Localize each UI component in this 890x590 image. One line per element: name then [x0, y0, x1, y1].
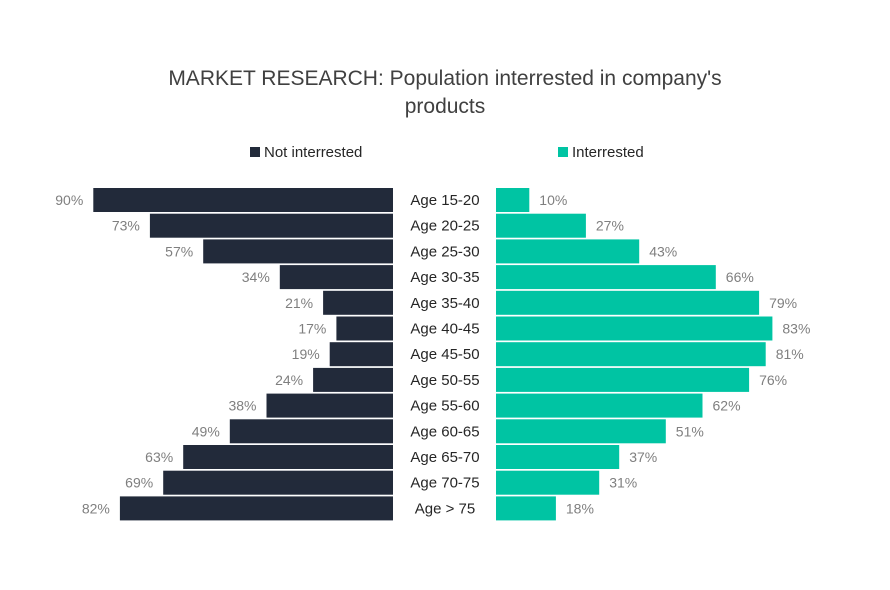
- bar-interested-7: [496, 367, 750, 392]
- value-label-not-interested-2: 57%: [165, 243, 193, 259]
- chart-title-line-1: MARKET RESEARCH: Population interrested …: [168, 67, 721, 90]
- value-label-not-interested-12: 82%: [82, 500, 110, 516]
- category-label-12: Age > 75: [415, 500, 475, 517]
- bar-not-interested-7: [313, 367, 393, 392]
- bar-interested-6: [496, 342, 766, 367]
- legend-swatch-not-interested: [250, 147, 260, 157]
- value-label-interested-2: 43%: [649, 243, 677, 259]
- value-label-interested-5: 83%: [782, 321, 810, 337]
- bar-interested-8: [496, 393, 703, 418]
- value-label-interested-0: 10%: [539, 192, 567, 208]
- legend-label-interested: Interrested: [572, 144, 644, 161]
- series-not-interested: [93, 188, 394, 521]
- value-label-interested-12: 18%: [566, 500, 594, 516]
- category-label-7: Age 50-55: [410, 372, 479, 389]
- value-label-interested-11: 31%: [609, 475, 637, 491]
- bar-not-interested-0: [93, 188, 394, 212]
- series-interested: [496, 188, 773, 521]
- category-label-8: Age 55-60: [410, 398, 479, 415]
- value-label-not-interested-11: 69%: [125, 475, 153, 491]
- value-label-not-interested-5: 17%: [298, 321, 326, 337]
- bar-not-interested-5: [336, 316, 393, 341]
- category-labels: Age 15-20 Age 20-25 Age 25-30 Age 30-35 Age …: [410, 192, 479, 517]
- bar-interested-1: [496, 213, 586, 238]
- category-label-6: Age 45-50: [410, 346, 479, 363]
- bar-interested-3: [496, 265, 716, 290]
- bar-interested-12: [496, 496, 556, 521]
- value-label-not-interested-3: 34%: [242, 269, 270, 285]
- category-label-5: Age 40-45: [410, 321, 479, 338]
- value-label-not-interested-9: 49%: [192, 423, 220, 439]
- value-label-not-interested-1: 73%: [112, 218, 140, 234]
- legend-swatch-interested: [558, 147, 568, 157]
- value-label-interested-7: 76%: [759, 372, 787, 388]
- chart-title-line-2: products: [405, 95, 486, 118]
- bar-not-interested-1: [149, 213, 393, 238]
- legend-label-not-interested: Not interrested: [264, 144, 362, 161]
- value-label-interested-10: 37%: [629, 449, 657, 465]
- bar-interested-10: [496, 445, 620, 469]
- bar-not-interested-12: [119, 496, 394, 521]
- bar-interested-5: [496, 316, 773, 341]
- legend: Not interrested Interrested: [250, 144, 644, 161]
- bar-interested-9: [496, 419, 666, 444]
- value-label-interested-3: 66%: [726, 269, 754, 285]
- bar-not-interested-3: [279, 265, 393, 290]
- bar-not-interested-8: [266, 393, 393, 418]
- value-label-not-interested-10: 63%: [145, 449, 173, 465]
- bar-interested-2: [496, 239, 640, 264]
- value-label-interested-4: 79%: [769, 295, 797, 311]
- bar-not-interested-4: [323, 290, 393, 315]
- category-label-4: Age 35-40: [410, 295, 479, 312]
- category-label-0: Age 15-20: [410, 192, 479, 209]
- value-label-not-interested-4: 21%: [285, 295, 313, 311]
- bar-not-interested-10: [183, 445, 393, 469]
- bar-interested-0: [496, 188, 530, 212]
- bar-not-interested-11: [163, 470, 393, 495]
- value-label-not-interested-7: 24%: [275, 372, 303, 388]
- category-label-1: Age 20-25: [410, 218, 479, 235]
- bar-not-interested-2: [203, 239, 393, 264]
- value-label-interested-9: 51%: [676, 423, 704, 439]
- value-label-not-interested-0: 90%: [55, 192, 83, 208]
- value-label-interested-1: 27%: [596, 218, 624, 234]
- value-label-interested-6: 81%: [776, 346, 804, 362]
- category-label-10: Age 65-70: [410, 449, 479, 466]
- value-label-interested-8: 62%: [713, 398, 741, 414]
- bar-not-interested-9: [229, 419, 393, 444]
- bar-interested-11: [496, 470, 600, 495]
- bar-interested-4: [496, 290, 760, 315]
- bar-not-interested-6: [329, 342, 393, 367]
- value-labels: 90% 10% 73% 27% 57% 43% 34% 66% 21% 79% 17% 83% 19% 8…: [55, 192, 810, 516]
- category-label-2: Age 25-30: [410, 243, 479, 260]
- category-label-3: Age 30-35: [410, 269, 479, 286]
- value-label-not-interested-8: 38%: [228, 398, 256, 414]
- category-label-9: Age 60-65: [410, 423, 479, 440]
- category-label-11: Age 70-75: [410, 475, 479, 492]
- value-label-not-interested-6: 19%: [292, 346, 320, 362]
